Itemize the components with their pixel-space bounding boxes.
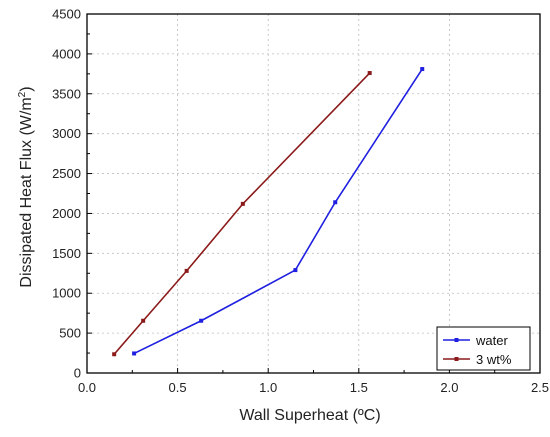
data-point-3-wt- xyxy=(112,352,117,357)
legend: water 3 wt% xyxy=(436,326,531,371)
data-point-water xyxy=(420,67,425,72)
x-tick-label: 2.0 xyxy=(440,380,458,395)
y-axis-title-end: ) xyxy=(18,86,35,91)
data-point-water xyxy=(132,351,137,356)
y-tick-label: 2500 xyxy=(52,166,81,181)
data-point-3-wt- xyxy=(141,318,146,323)
legend-marker-3wt xyxy=(454,357,459,361)
y-tick-label: 1500 xyxy=(52,246,81,261)
x-tick-label: 1.0 xyxy=(259,380,277,395)
y-tick-label: 4000 xyxy=(52,46,81,61)
axis-ticks xyxy=(86,13,541,374)
y-tick-label: 0 xyxy=(74,366,81,381)
data-point-water xyxy=(199,318,204,323)
x-axis-title: Wall Superheat (ºC) xyxy=(239,407,380,424)
data-point-water xyxy=(293,268,298,273)
y-tick-label: 2000 xyxy=(52,206,81,221)
y-tick-label: 1000 xyxy=(52,286,81,301)
plot-frame xyxy=(86,13,541,374)
y-tick-label: 3500 xyxy=(52,86,81,101)
y-tick-label: 4500 xyxy=(52,7,81,22)
series-layer xyxy=(112,67,425,357)
y-tick-labels: 0 500 1000 1500 2000 2500 3000 3500 4000 4500 xyxy=(52,7,81,381)
x-tick-label: 0.0 xyxy=(78,380,96,395)
grid-lines xyxy=(87,14,540,373)
y-axis-title-superscript: 2 xyxy=(17,91,28,97)
x-tick-label: 2.5 xyxy=(531,380,549,395)
y-tick-label: 3000 xyxy=(52,126,81,141)
y-axis-title-main: Dissipated Heat Flux (W/m xyxy=(18,97,35,287)
data-point-water xyxy=(333,200,338,205)
data-point-3-wt- xyxy=(367,71,372,76)
x-tick-labels: 0.0 0.5 1.0 1.5 2.0 2.5 xyxy=(78,380,549,395)
legend-label-3wt: 3 wt% xyxy=(476,352,512,367)
y-tick-label: 500 xyxy=(59,326,81,341)
legend-marker-water xyxy=(454,338,459,342)
x-tick-label: 1.5 xyxy=(350,380,368,395)
legend-box xyxy=(436,326,531,371)
x-tick-label: 0.5 xyxy=(169,380,187,395)
series-3-wt- xyxy=(112,71,372,357)
series-water xyxy=(132,67,425,356)
data-point-3-wt- xyxy=(184,268,189,273)
data-point-3-wt- xyxy=(240,201,245,206)
y-axis-title: Dissipated Heat Flux (W/m2) xyxy=(17,86,35,287)
legend-label-water: water xyxy=(475,333,508,348)
